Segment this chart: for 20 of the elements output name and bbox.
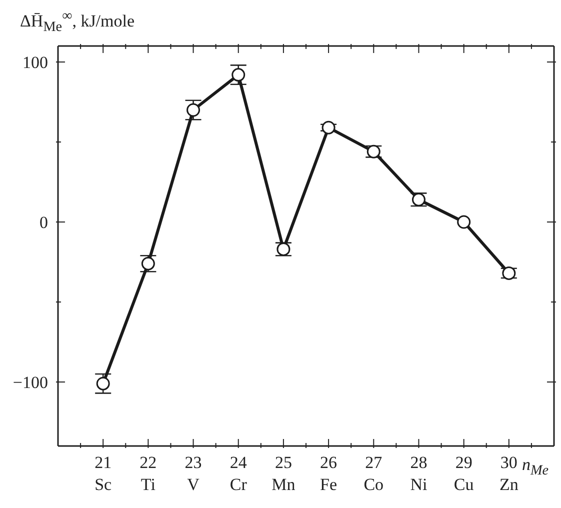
x-tick-label: 24 Cr [230, 453, 248, 494]
point [96, 376, 110, 390]
x-tick-label: 27 Co [364, 453, 384, 494]
x-tick-label: 21 Sc [94, 453, 112, 494]
x-tick-label: 28 Ni [410, 453, 428, 494]
x-axis-title: n$_{Me}$ [522, 455, 549, 480]
x-tick-label: 25 Mn [272, 453, 296, 494]
x-tick-label: 26 Fe [320, 453, 338, 494]
point [322, 120, 336, 134]
y-tick-label: −100 [12, 373, 48, 392]
y-tick-label: 100 [22, 53, 48, 72]
point [232, 68, 246, 82]
y-axis-title: ΔH̄$_{Me}$$^{∞}$, kJ/mole [20, 8, 135, 36]
x-tick-label: 23 V [184, 453, 202, 494]
x-tick-label: 29 Cu [454, 453, 474, 494]
y-tick-label: 0 [40, 213, 48, 232]
point [186, 103, 200, 117]
x-tick-label: 30 Zn [499, 453, 519, 494]
x-tick-label: 22 Ti [140, 453, 157, 494]
point [457, 215, 471, 229]
